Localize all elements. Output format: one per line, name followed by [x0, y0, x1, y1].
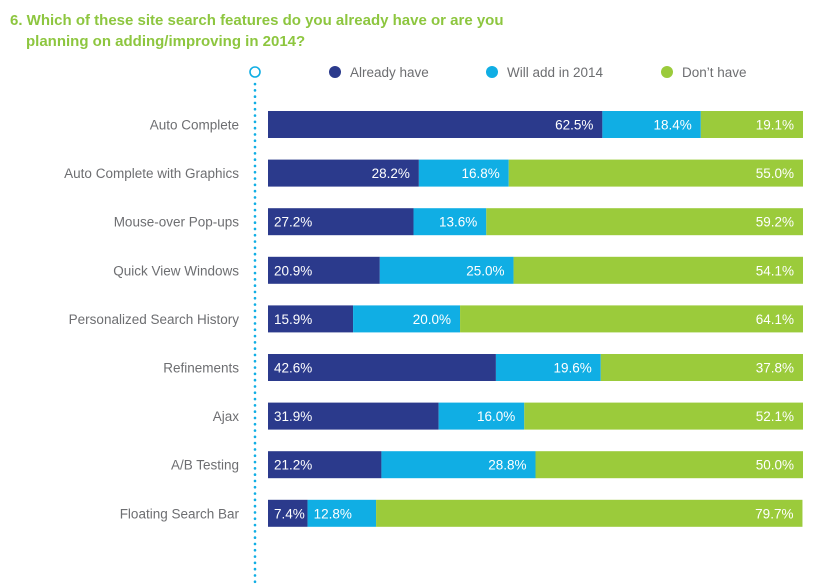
category-label-mouse-over-pop-ups: Mouse-over Pop-ups — [114, 215, 240, 230]
value-label-personalized-search-history-will-add-in-2014: 20.0% — [413, 312, 451, 327]
bar-auto-complete-don-t-have — [700, 111, 803, 138]
bar-auto-complete-will-add-in-2014 — [602, 111, 701, 138]
value-label-mouse-over-pop-ups-already-have: 27.2% — [274, 215, 312, 230]
category-label-ajax: Ajax — [213, 409, 240, 424]
chart-title-line-1: 6. Which of these site search features d… — [10, 12, 504, 29]
bar-refinements-already-have — [268, 354, 496, 381]
bar-a-b-testing-already-have — [268, 451, 382, 479]
value-label-refinements-don-t-have: 37.8% — [756, 361, 794, 376]
bar-ajax-don-t-have — [524, 402, 803, 430]
bar-floating-search-bar-don-t-have — [376, 499, 803, 527]
bar-ajax-already-have — [268, 402, 439, 430]
value-label-floating-search-bar-already-have: 7.4% — [274, 506, 305, 521]
legend-swatch-already-have — [329, 66, 341, 78]
value-label-mouse-over-pop-ups-don-t-have: 59.2% — [756, 215, 794, 230]
category-label-floating-search-bar: Floating Search Bar — [120, 506, 240, 521]
bar-quick-view-windows-will-add-in-2014 — [379, 256, 514, 284]
value-label-ajax-don-t-have: 52.1% — [756, 409, 794, 424]
legend: Already have Will add in 2014 Don’t have — [329, 65, 747, 80]
category-label-auto-complete: Auto Complete — [150, 118, 239, 133]
value-label-floating-search-bar-don-t-have: 79.7% — [755, 506, 793, 521]
bar-floating-search-bar-will-add-in-2014 — [307, 499, 377, 527]
value-label-a-b-testing-don-t-have: 50.0% — [756, 458, 794, 473]
axis-top-circle — [249, 66, 261, 78]
bar-a-b-testing-will-add-in-2014 — [381, 451, 536, 479]
value-label-auto-complete-don-t-have: 19.1% — [756, 118, 794, 133]
value-label-auto-complete-will-add-in-2014: 18.4% — [654, 118, 692, 133]
bar-personalized-search-history-will-add-in-2014 — [353, 305, 461, 333]
bar-refinements-don-t-have — [600, 354, 803, 381]
value-label-quick-view-windows-will-add-in-2014: 25.0% — [466, 263, 504, 278]
bar-auto-complete-with-graphics-already-have — [268, 159, 419, 187]
value-label-mouse-over-pop-ups-will-add-in-2014: 13.6% — [439, 215, 477, 230]
legend-label-will-add-in-2014: Will add in 2014 — [507, 65, 604, 80]
chart-title-line-2: planning on adding/improving in 2014? — [26, 33, 305, 50]
value-label-refinements-will-add-in-2014: 19.6% — [553, 361, 591, 376]
value-label-a-b-testing-already-have: 21.2% — [274, 458, 312, 473]
bar-a-b-testing-don-t-have — [535, 451, 803, 479]
value-label-personalized-search-history-don-t-have: 64.1% — [756, 312, 794, 327]
bar-refinements-will-add-in-2014 — [495, 354, 601, 381]
bar-ajax-will-add-in-2014 — [438, 402, 525, 430]
value-label-a-b-testing-will-add-in-2014: 28.8% — [488, 458, 526, 473]
category-label-a-b-testing: A/B Testing — [171, 458, 239, 473]
value-label-quick-view-windows-already-have: 20.9% — [274, 263, 312, 278]
value-label-floating-search-bar-will-add-in-2014: 12.8% — [314, 506, 352, 521]
bar-mouse-over-pop-ups-don-t-have — [486, 208, 803, 236]
category-label-refinements: Refinements — [163, 361, 239, 376]
axis-line — [249, 66, 261, 586]
bar-auto-complete-with-graphics-don-t-have — [508, 159, 803, 187]
bar-quick-view-windows-don-t-have — [513, 256, 803, 284]
value-label-refinements-already-have: 42.6% — [274, 361, 312, 376]
bar-auto-complete-already-have — [268, 111, 603, 138]
value-label-auto-complete-already-have: 62.5% — [555, 118, 593, 133]
legend-swatch-don-t-have — [661, 66, 673, 78]
bars — [268, 111, 803, 527]
category-label-personalized-search-history: Personalized Search History — [69, 312, 240, 327]
value-label-auto-complete-with-graphics-will-add-in-2014: 16.8% — [461, 166, 499, 181]
legend-swatch-will-add-in-2014 — [486, 66, 498, 78]
bar-mouse-over-pop-ups-already-have — [268, 208, 414, 236]
bar-personalized-search-history-don-t-have — [460, 305, 803, 333]
legend-label-don-t-have: Don’t have — [682, 65, 747, 80]
bar-mouse-over-pop-ups-will-add-in-2014 — [413, 208, 487, 236]
value-label-ajax-already-have: 31.9% — [274, 409, 312, 424]
value-label-personalized-search-history-already-have: 15.9% — [274, 312, 312, 327]
value-label-auto-complete-with-graphics-don-t-have: 55.0% — [756, 166, 794, 181]
value-label-auto-complete-with-graphics-already-have: 28.2% — [372, 166, 410, 181]
legend-label-already-have: Already have — [350, 65, 429, 80]
bar-personalized-search-history-already-have — [268, 305, 354, 333]
value-label-quick-view-windows-don-t-have: 54.1% — [756, 263, 794, 278]
bar-auto-complete-with-graphics-will-add-in-2014 — [418, 159, 509, 187]
category-label-auto-complete-with-graphics: Auto Complete with Graphics — [64, 166, 239, 181]
bar-quick-view-windows-already-have — [268, 256, 380, 284]
bar-floating-search-bar-already-have — [268, 499, 308, 527]
value-labels: 62.5% 18.4% 19.1% 28.2% 16.8% 55.0% 27.2% 13.6%… — [274, 118, 794, 522]
value-label-ajax-will-add-in-2014: 16.0% — [477, 409, 515, 424]
category-labels: Auto Complete Auto Complete with Graphics… — [64, 118, 239, 522]
category-label-quick-view-windows: Quick View Windows — [113, 263, 239, 278]
